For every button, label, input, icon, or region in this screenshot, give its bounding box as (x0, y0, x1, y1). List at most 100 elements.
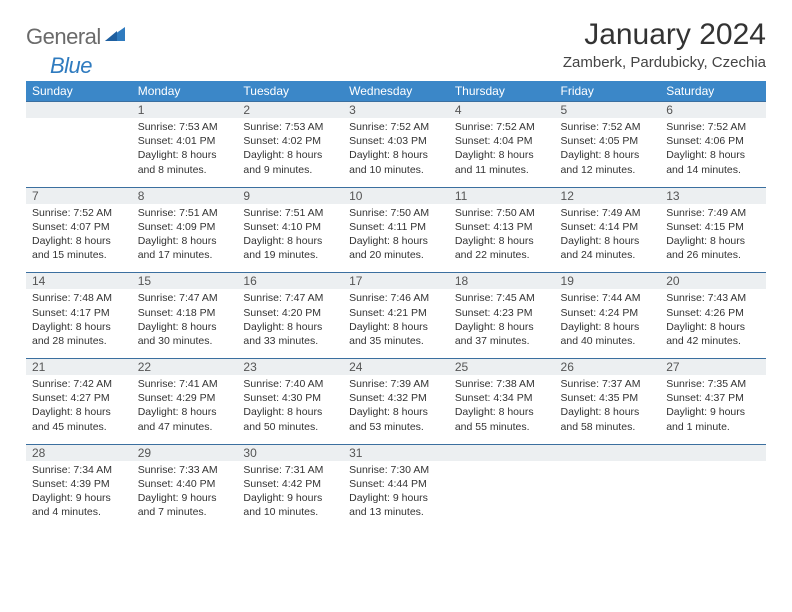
day-number-cell: 27 (660, 359, 766, 376)
day-data-cell: Sunrise: 7:40 AMSunset: 4:30 PMDaylight:… (237, 375, 343, 444)
logo-blue-text: Blue (50, 53, 92, 79)
day-header-cell: Saturday (660, 81, 766, 102)
day-data-cell: Sunrise: 7:33 AMSunset: 4:40 PMDaylight:… (132, 461, 238, 530)
logo: General (26, 18, 127, 50)
sunrise-text: Sunrise: 7:50 AM (455, 206, 549, 220)
day-number-cell (449, 444, 555, 461)
sunrise-text: Sunrise: 7:50 AM (349, 206, 443, 220)
day-data-cell: Sunrise: 7:35 AMSunset: 4:37 PMDaylight:… (660, 375, 766, 444)
sunrise-text: Sunrise: 7:47 AM (138, 291, 232, 305)
daylight-text-2: and 10 minutes. (243, 505, 337, 519)
sunrise-text: Sunrise: 7:40 AM (243, 377, 337, 391)
sunset-text: Sunset: 4:15 PM (666, 220, 760, 234)
day-number-cell: 16 (237, 273, 343, 290)
day-number-cell: 7 (26, 187, 132, 204)
day-number-cell: 28 (26, 444, 132, 461)
daylight-text-1: Daylight: 8 hours (32, 405, 126, 419)
day-data-cell: Sunrise: 7:38 AMSunset: 4:34 PMDaylight:… (449, 375, 555, 444)
daylight-text-2: and 33 minutes. (243, 334, 337, 348)
daylight-text-1: Daylight: 8 hours (455, 320, 549, 334)
sunrise-text: Sunrise: 7:53 AM (138, 120, 232, 134)
day-data-cell: Sunrise: 7:50 AMSunset: 4:11 PMDaylight:… (343, 204, 449, 273)
day-header-cell: Thursday (449, 81, 555, 102)
daylight-text-2: and 55 minutes. (455, 420, 549, 434)
sunrise-text: Sunrise: 7:49 AM (561, 206, 655, 220)
sunrise-text: Sunrise: 7:49 AM (666, 206, 760, 220)
daylight-text-2: and 12 minutes. (561, 163, 655, 177)
location-text: Zamberk, Pardubicky, Czechia (563, 54, 766, 71)
sunrise-text: Sunrise: 7:52 AM (349, 120, 443, 134)
daylight-text-2: and 37 minutes. (455, 334, 549, 348)
sunrise-text: Sunrise: 7:31 AM (243, 463, 337, 477)
day-data-cell: Sunrise: 7:53 AMSunset: 4:01 PMDaylight:… (132, 118, 238, 187)
day-data-row: Sunrise: 7:53 AMSunset: 4:01 PMDaylight:… (26, 118, 766, 187)
daylight-text-2: and 17 minutes. (138, 248, 232, 262)
sunrise-text: Sunrise: 7:48 AM (32, 291, 126, 305)
sunrise-text: Sunrise: 7:33 AM (138, 463, 232, 477)
daylight-text-1: Daylight: 8 hours (138, 234, 232, 248)
day-data-cell: Sunrise: 7:34 AMSunset: 4:39 PMDaylight:… (26, 461, 132, 530)
sunrise-text: Sunrise: 7:52 AM (32, 206, 126, 220)
day-number-cell (660, 444, 766, 461)
daylight-text-2: and 30 minutes. (138, 334, 232, 348)
sunset-text: Sunset: 4:23 PM (455, 306, 549, 320)
sunset-text: Sunset: 4:13 PM (455, 220, 549, 234)
daylight-text-1: Daylight: 8 hours (561, 234, 655, 248)
day-data-row: Sunrise: 7:48 AMSunset: 4:17 PMDaylight:… (26, 289, 766, 358)
daylight-text-1: Daylight: 8 hours (666, 148, 760, 162)
daylight-text-1: Daylight: 8 hours (138, 148, 232, 162)
day-data-cell: Sunrise: 7:39 AMSunset: 4:32 PMDaylight:… (343, 375, 449, 444)
day-number-cell: 18 (449, 273, 555, 290)
day-data-cell: Sunrise: 7:43 AMSunset: 4:26 PMDaylight:… (660, 289, 766, 358)
day-data-cell: Sunrise: 7:46 AMSunset: 4:21 PMDaylight:… (343, 289, 449, 358)
day-data-cell (660, 461, 766, 530)
day-number-row: 21222324252627 (26, 359, 766, 376)
day-data-cell (449, 461, 555, 530)
day-number-cell: 5 (555, 102, 661, 119)
sunset-text: Sunset: 4:02 PM (243, 134, 337, 148)
sunset-text: Sunset: 4:30 PM (243, 391, 337, 405)
sunrise-text: Sunrise: 7:42 AM (32, 377, 126, 391)
sunset-text: Sunset: 4:09 PM (138, 220, 232, 234)
day-data-cell: Sunrise: 7:53 AMSunset: 4:02 PMDaylight:… (237, 118, 343, 187)
day-data-cell: Sunrise: 7:30 AMSunset: 4:44 PMDaylight:… (343, 461, 449, 530)
day-number-cell: 14 (26, 273, 132, 290)
daylight-text-2: and 1 minute. (666, 420, 760, 434)
sunset-text: Sunset: 4:44 PM (349, 477, 443, 491)
sunset-text: Sunset: 4:26 PM (666, 306, 760, 320)
day-number-cell: 24 (343, 359, 449, 376)
sunrise-text: Sunrise: 7:53 AM (243, 120, 337, 134)
sunrise-text: Sunrise: 7:51 AM (243, 206, 337, 220)
daylight-text-2: and 19 minutes. (243, 248, 337, 262)
daylight-text-2: and 14 minutes. (666, 163, 760, 177)
daylight-text-1: Daylight: 8 hours (349, 320, 443, 334)
day-data-cell: Sunrise: 7:48 AMSunset: 4:17 PMDaylight:… (26, 289, 132, 358)
day-number-cell: 17 (343, 273, 449, 290)
sunrise-text: Sunrise: 7:30 AM (349, 463, 443, 477)
sunrise-text: Sunrise: 7:47 AM (243, 291, 337, 305)
day-header-cell: Wednesday (343, 81, 449, 102)
day-number-cell: 29 (132, 444, 238, 461)
day-number-cell: 21 (26, 359, 132, 376)
daylight-text-1: Daylight: 8 hours (455, 405, 549, 419)
day-data-cell: Sunrise: 7:52 AMSunset: 4:03 PMDaylight:… (343, 118, 449, 187)
daylight-text-1: Daylight: 8 hours (561, 320, 655, 334)
daylight-text-2: and 53 minutes. (349, 420, 443, 434)
day-number-cell (26, 102, 132, 119)
sunrise-text: Sunrise: 7:44 AM (561, 291, 655, 305)
sunrise-text: Sunrise: 7:52 AM (561, 120, 655, 134)
sunset-text: Sunset: 4:35 PM (561, 391, 655, 405)
daylight-text-2: and 45 minutes. (32, 420, 126, 434)
day-data-cell: Sunrise: 7:45 AMSunset: 4:23 PMDaylight:… (449, 289, 555, 358)
sunset-text: Sunset: 4:06 PM (666, 134, 760, 148)
day-data-cell: Sunrise: 7:37 AMSunset: 4:35 PMDaylight:… (555, 375, 661, 444)
day-data-cell: Sunrise: 7:42 AMSunset: 4:27 PMDaylight:… (26, 375, 132, 444)
daylight-text-2: and 4 minutes. (32, 505, 126, 519)
sunrise-text: Sunrise: 7:43 AM (666, 291, 760, 305)
sunset-text: Sunset: 4:42 PM (243, 477, 337, 491)
daylight-text-1: Daylight: 9 hours (349, 491, 443, 505)
header: General January 2024 Zamberk, Pardubicky… (26, 18, 766, 71)
day-header-cell: Sunday (26, 81, 132, 102)
daylight-text-2: and 15 minutes. (32, 248, 126, 262)
daylight-text-2: and 13 minutes. (349, 505, 443, 519)
